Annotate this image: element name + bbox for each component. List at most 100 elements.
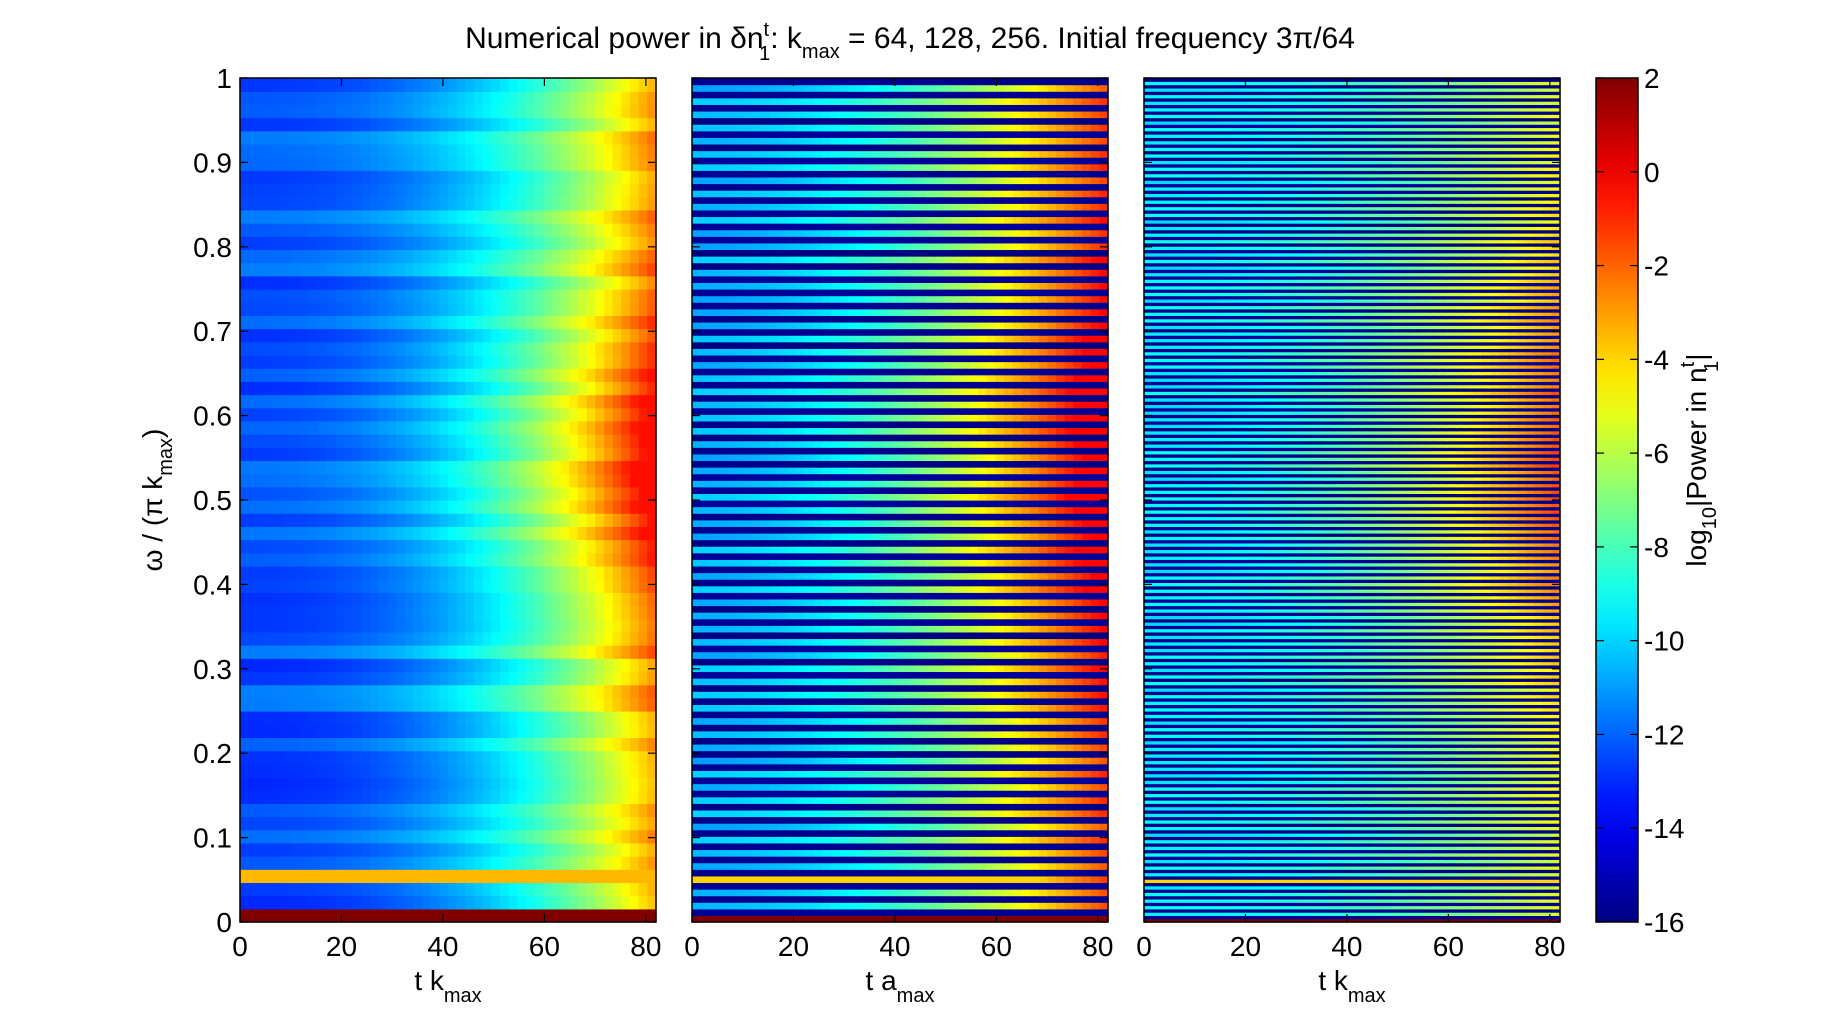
heatmap-cell: [839, 770, 849, 778]
heatmap-cell: [709, 823, 719, 831]
heatmap-cell: [630, 803, 640, 818]
heatmap-cell: [813, 889, 823, 897]
heatmap-cell: [917, 664, 927, 673]
heatmap-cell: [804, 842, 814, 851]
heatmap-cell: [370, 500, 380, 514]
heatmap-cell: [578, 882, 588, 897]
heatmap-cell: [266, 645, 276, 659]
heatmap-cell: [352, 130, 362, 145]
heatmap-cell: [700, 790, 710, 798]
heatmap-cell: [569, 223, 579, 237]
heatmap-cell: [804, 770, 814, 778]
heatmap-cell: [874, 796, 884, 804]
heatmap-cell: [969, 730, 979, 738]
heatmap-cell: [552, 790, 562, 804]
heatmap-cell: [283, 381, 293, 396]
heatmap-cell: [292, 473, 302, 488]
heatmap-cell: [292, 500, 302, 514]
heatmap-cell: [274, 447, 284, 462]
heatmap-cell: [257, 671, 267, 686]
heatmap-cell: [761, 803, 771, 811]
heatmap-cell: [300, 420, 310, 435]
heatmap-cell: [995, 691, 1005, 699]
heatmap-cell: [448, 750, 458, 765]
heatmap-cell: [274, 565, 284, 580]
heatmap-cell: [309, 368, 319, 382]
heatmap-cell: [526, 579, 536, 593]
heatmap-cell: [318, 565, 328, 580]
heatmap-cell: [560, 882, 570, 897]
heatmap-cell: [560, 289, 570, 303]
heatmap-cell: [865, 862, 875, 870]
heatmap-cell: [456, 170, 466, 185]
heatmap-cell: [318, 579, 328, 593]
heatmap-cell: [240, 790, 250, 804]
heatmap-cell: [387, 460, 397, 475]
heatmap-cell: [248, 645, 258, 659]
heatmap-cell: [882, 829, 892, 837]
heatmap-cell: [692, 776, 702, 785]
heatmap-cell: [465, 236, 475, 251]
heatmap-cell: [848, 816, 858, 824]
y-tick-label: 0.5: [193, 485, 232, 516]
heatmap-cell: [978, 664, 988, 673]
heatmap-cell: [761, 895, 771, 903]
heatmap-cell: [978, 776, 988, 785]
heatmap-cell: [526, 486, 536, 501]
heatmap-cell: [413, 539, 423, 554]
heatmap-cell: [709, 796, 719, 804]
heatmap-cell: [943, 790, 953, 798]
heatmap-cell: [378, 328, 388, 343]
heatmap-cell: [752, 691, 762, 699]
heatmap-cell: [1030, 875, 1040, 884]
heatmap-cell: [404, 302, 414, 316]
heatmap-cell: [882, 856, 892, 864]
heatmap-cell: [1099, 717, 1109, 725]
heatmap-cell: [856, 671, 866, 679]
heatmap-cell: [1021, 895, 1031, 903]
heatmap-cell: [456, 711, 466, 725]
heatmap-cell: [960, 908, 970, 916]
heatmap-cell: [560, 315, 570, 330]
heatmap-cell: [752, 730, 762, 738]
heatmap-cell: [491, 236, 501, 251]
heatmap-cell: [266, 223, 276, 237]
heatmap-cell: [517, 790, 527, 804]
heatmap-cell: [630, 658, 640, 673]
heatmap-cell: [248, 790, 258, 804]
heatmap-cell: [569, 552, 579, 567]
heatmap-cell: [882, 783, 892, 791]
heatmap-cell: [822, 882, 832, 890]
heatmap-cell: [621, 460, 631, 475]
heatmap-cell: [456, 275, 466, 290]
heatmap-cell: [465, 737, 475, 752]
heatmap-cell: [560, 104, 570, 119]
heatmap-cell: [813, 875, 823, 884]
heatmap-cell: [908, 783, 918, 791]
heatmap-cell: [718, 678, 728, 686]
heatmap-cell: [378, 803, 388, 818]
heatmap-cell: [1004, 823, 1014, 831]
heatmap-cell: [335, 249, 345, 264]
heatmap-cell: [578, 790, 588, 804]
heatmap-cell: [709, 803, 719, 811]
heatmap-cell: [318, 434, 328, 448]
heatmap-cell: [1021, 776, 1031, 785]
heatmap-cell: [647, 908, 657, 923]
heatmap-cell: [257, 315, 267, 330]
heatmap-cell: [448, 223, 458, 237]
heatmap-cell: [552, 842, 562, 857]
heatmap-cell: [326, 579, 336, 593]
heatmap-cell: [638, 143, 648, 158]
heatmap-cell: [1004, 829, 1014, 837]
heatmap-cell: [508, 539, 518, 554]
heatmap-cell: [318, 658, 328, 673]
heatmap-cell: [266, 91, 276, 105]
heatmap-cell: [534, 407, 544, 422]
heatmap-cell: [344, 381, 354, 396]
heatmap-cell: [934, 803, 944, 811]
heatmap-cell: [361, 275, 371, 290]
heatmap-cell: [839, 816, 849, 824]
heatmap-cell: [891, 717, 901, 725]
heatmap-cell: [344, 763, 354, 778]
